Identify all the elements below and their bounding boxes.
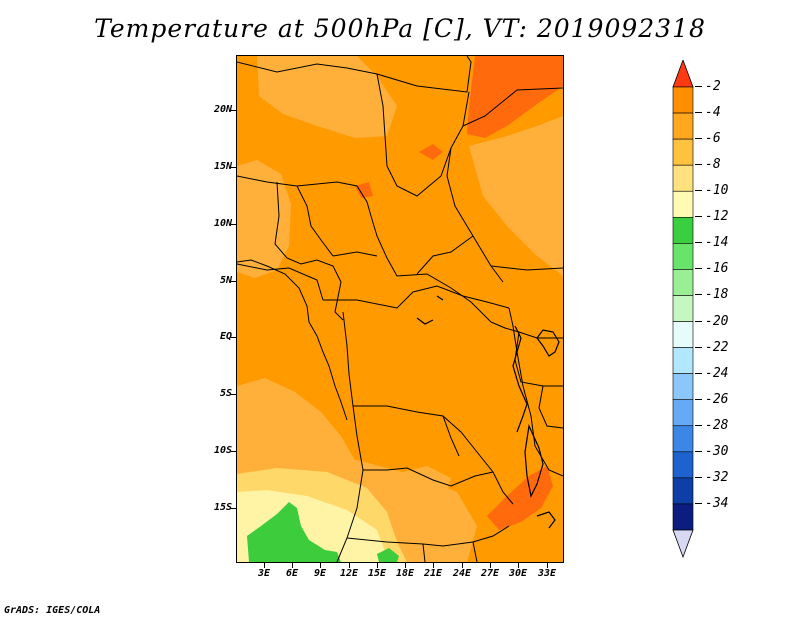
map-canvas (237, 56, 563, 562)
colorbar-cell (672, 164, 694, 192)
colorbar-label: -28 (695, 418, 728, 433)
lat-label-5n: 5N (219, 275, 232, 286)
lon-tick (405, 563, 406, 568)
lakes (416, 295, 560, 529)
map-title: Temperature at 500hPa [C], VT: 201909231… (94, 14, 706, 43)
field-band-light-east (469, 116, 563, 276)
colorbar-label: -14 (695, 235, 728, 250)
field-band-green (247, 502, 341, 562)
field-band-warm-spot-2 (355, 182, 373, 198)
colorbar-cell (672, 112, 694, 140)
colorbar-label: -8 (695, 157, 721, 172)
colorbar-cell (672, 243, 694, 270)
lon-tick (320, 563, 321, 568)
lon-tick (377, 563, 378, 568)
credit-footer: GrADS: IGES/COLA (4, 605, 101, 616)
colorbar-cell (672, 321, 694, 348)
lon-tick (349, 563, 350, 568)
lat-tick (231, 337, 236, 338)
lon-label-18e: 18E (395, 568, 415, 579)
temperature-map (236, 55, 564, 563)
lon-label-30e: 30E (508, 568, 528, 579)
lon-tick (264, 563, 265, 568)
lat-label-10s: 10S (213, 445, 232, 456)
lon-label-12e: 12E (339, 568, 359, 579)
lon-label-24e: 24E (452, 568, 472, 579)
lon-label-21e: 21E (423, 568, 443, 579)
colorbar-cell (672, 425, 694, 453)
field-band-warm-se (487, 466, 553, 530)
lat-tick (231, 110, 236, 111)
lon-tick (462, 563, 463, 568)
field-band-warm-north-east (467, 56, 563, 138)
lat-tick (231, 167, 236, 168)
colorbar (672, 60, 694, 558)
field-band-light-north (257, 56, 397, 138)
colorbar-cell (672, 295, 694, 322)
lat-label-5s: 5S (219, 388, 232, 399)
colorbar-label: -26 (695, 392, 728, 407)
coastline (237, 259, 348, 421)
lat-label-eq: EQ (219, 331, 232, 342)
colorbar-label: -18 (695, 287, 728, 302)
lat-label-15s: 15S (213, 502, 232, 513)
colorbar-label: -22 (695, 340, 728, 355)
lat-label-20n: 20N (213, 104, 232, 115)
colorbar-label: -4 (695, 105, 721, 120)
colorbar-cell (672, 399, 694, 427)
colorbar-label: -20 (695, 314, 728, 329)
lat-tick (231, 281, 236, 282)
colorbar-label: -6 (695, 131, 721, 146)
lon-label-27e: 27E (480, 568, 500, 579)
lon-label-3e: 3E (257, 568, 271, 579)
field-band-warm-spot (419, 144, 443, 160)
colorbar-cell (672, 190, 694, 218)
colorbar-cell (672, 347, 694, 374)
lat-tick (231, 224, 236, 225)
lat-tick (231, 394, 236, 395)
lon-label-6e: 6E (285, 568, 299, 579)
colorbar-top-arrow (672, 60, 694, 88)
lon-tick (518, 563, 519, 568)
colorbar-cell (672, 503, 694, 531)
colorbar-label: -32 (695, 470, 728, 485)
colorbar-cell (672, 373, 694, 401)
lon-tick (547, 563, 548, 568)
lon-label-9e: 9E (313, 568, 327, 579)
colorbar-cell (672, 269, 694, 296)
colorbar-cell (672, 86, 694, 114)
country-borders (237, 56, 563, 562)
colorbar-cell (672, 451, 694, 479)
colorbar-label: -12 (695, 209, 728, 224)
colorbar-cell (672, 216, 694, 244)
field-band-green-small (377, 548, 399, 562)
lat-label-10n: 10N (213, 218, 232, 229)
lon-tick (490, 563, 491, 568)
colorbar-label: -16 (695, 261, 728, 276)
colorbar-label: -2 (695, 79, 721, 94)
lon-tick (292, 563, 293, 568)
lat-tick (231, 451, 236, 452)
lon-label-15e: 15E (367, 568, 387, 579)
colorbar-cell (672, 477, 694, 505)
colorbar-cell (672, 138, 694, 166)
colorbar-label: -10 (695, 183, 728, 198)
colorbar-bottom-arrow (672, 529, 694, 558)
lon-tick (433, 563, 434, 568)
colorbar-label: -24 (695, 366, 728, 381)
lat-label-15n: 15N (213, 161, 232, 172)
lat-tick (231, 508, 236, 509)
colorbar-label: -30 (695, 444, 728, 459)
lon-label-33e: 33E (537, 568, 557, 579)
colorbar-label: -34 (695, 496, 728, 511)
field-band-light-central (387, 466, 451, 506)
